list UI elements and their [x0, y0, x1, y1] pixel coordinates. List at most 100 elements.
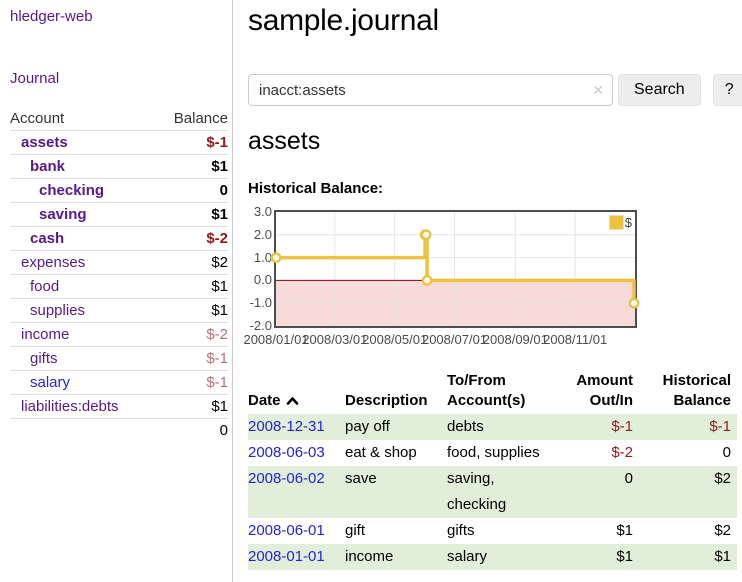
account-link-bank[interactable]: bank — [30, 158, 66, 175]
transaction-amount: $-1 — [551, 414, 641, 440]
transaction-description: save — [345, 466, 447, 518]
account-link-checking[interactable]: checking — [39, 182, 105, 199]
balance-chart: 3.0 2.0 1.0 0.0 -1.0 -2.0 $ 2008/01/01 2008/03… — [243, 204, 668, 350]
register-row: 2008-01-01 income salary $1 $1 — [248, 544, 737, 570]
accounts-col-balance: Balance — [173, 110, 228, 127]
chart-plot-svg — [270, 212, 640, 326]
transaction-accounts: debts — [447, 414, 551, 440]
accounts-total-value: 0 — [219, 422, 228, 439]
transaction-balance: $1 — [641, 544, 737, 570]
transaction-date-link[interactable]: 2008-06-03 — [248, 444, 325, 461]
account-balance: $-2 — [206, 326, 228, 343]
account-link-expenses[interactable]: expenses — [21, 254, 86, 271]
register-row: 2008-06-02 save saving, checking 0 $2 — [248, 466, 737, 518]
x-tick-label: 2008/09/01 — [482, 332, 548, 347]
transaction-accounts: food, supplies — [447, 444, 540, 461]
clear-search-icon[interactable]: ✕ — [592, 82, 604, 98]
account-balance: $-2 — [206, 230, 228, 247]
register-col-accounts: To/From Account(s) — [447, 372, 526, 409]
account-row: bank $1 — [10, 154, 228, 179]
x-tick-label: 2008/11/01 — [543, 332, 608, 347]
y-tick-label: 0.0 — [253, 272, 272, 288]
x-tick-label: 2008/07/01 — [421, 332, 488, 347]
register-col-amount: Amount Out/In — [576, 372, 633, 409]
chart-plot: $ — [270, 210, 640, 328]
accounts-total-row: 0 — [10, 418, 228, 443]
y-tick-label: 1.0 — [253, 249, 272, 265]
chart-legend: $ — [608, 215, 632, 230]
account-link-salary[interactable]: salary — [30, 374, 71, 391]
account-balance: $1 — [211, 206, 228, 223]
transaction-accounts: salary — [447, 544, 551, 570]
account-row: gifts $-1 — [10, 346, 228, 371]
legend-swatch-icon — [608, 215, 624, 230]
account-row: assets $-1 — [10, 130, 228, 155]
register-table: Date Description To/From Account(s) Amou… — [248, 371, 737, 570]
account-balance: 0 — [219, 182, 228, 199]
y-tick-label: -2.0 — [249, 318, 272, 333]
register-header-row: Date Description To/From Account(s) Amou… — [248, 371, 737, 414]
account-link-gifts[interactable]: gifts — [30, 350, 58, 367]
chart-x-axis: 2008/01/01 2008/03/01 2008/05/01 2008/07/01… — [243, 332, 668, 348]
page-title: sample.journal — [248, 4, 439, 37]
register-row: 2008-06-01 gift gifts $1 $2 — [248, 518, 737, 544]
transaction-balance: $2 — [714, 522, 731, 539]
account-row: food $1 — [10, 274, 228, 299]
transaction-date-link[interactable]: 2008-06-02 — [248, 470, 325, 487]
transaction-description: pay off — [345, 414, 447, 440]
account-balance: $1 — [211, 278, 228, 295]
account-balance: $1 — [211, 158, 228, 175]
transaction-date-link[interactable]: 2008-12-31 — [248, 418, 325, 435]
register-row: 2008-06-03 eat & shop food, supplies $-2… — [248, 440, 737, 466]
y-tick-label: 2.0 — [253, 226, 272, 242]
register-col-date[interactable]: Date — [248, 371, 345, 414]
account-link-supplies[interactable]: supplies — [30, 302, 86, 319]
transaction-balance: 0 — [722, 444, 731, 461]
account-balance: $-1 — [206, 134, 228, 151]
legend-label: $ — [624, 215, 632, 230]
account-balance: $1 — [211, 398, 228, 415]
search-form: ✕ Search ? — [248, 74, 742, 106]
transaction-amount: $1 — [616, 522, 633, 539]
help-button[interactable]: ? — [712, 74, 742, 106]
transaction-amount: $-2 — [611, 444, 633, 461]
sort-ascending-icon — [286, 397, 298, 405]
y-tick-label: 3.0 — [253, 204, 272, 219]
y-tick-label: -1.0 — [249, 295, 272, 311]
account-link-assets[interactable]: assets — [21, 134, 68, 151]
register-col-balance: Historical Balance — [662, 372, 731, 409]
x-tick-label: 2008/03/01 — [302, 332, 368, 347]
x-tick-label: 2008/01/01 — [243, 332, 309, 347]
account-row: supplies $1 — [10, 298, 228, 323]
transaction-balance: $-1 — [641, 414, 737, 440]
account-balance: $1 — [211, 302, 228, 319]
main-content: sample.journal ✕ Search ? assets Histori… — [243, 0, 742, 582]
account-link-cash[interactable]: cash — [30, 230, 65, 247]
transaction-amount: $1 — [551, 544, 641, 570]
account-link-food[interactable]: food — [30, 278, 60, 295]
accounts-table: Account Balance assets $-1 bank $1 checkin… — [10, 107, 228, 442]
chart-title: Historical Balance: — [248, 180, 384, 197]
account-row: expenses $2 — [10, 250, 228, 275]
account-link-liabilities-debts[interactable]: liabilities:debts — [21, 398, 119, 415]
account-row: saving $1 — [10, 202, 228, 227]
account-row: cash $-2 — [10, 226, 228, 251]
account-link-saving[interactable]: saving — [39, 206, 87, 223]
search-button[interactable]: Search — [618, 74, 701, 106]
app-title-link[interactable]: hledger-web — [10, 8, 93, 25]
chart-y-axis: 3.0 2.0 1.0 0.0 -1.0 -2.0 — [248, 204, 272, 333]
transaction-description: income — [345, 544, 447, 570]
account-row: income $-2 — [10, 322, 228, 347]
account-link-income[interactable]: income — [21, 326, 70, 343]
account-row: liabilities:debts $1 — [10, 394, 228, 419]
transaction-date-link[interactable]: 2008-06-01 — [248, 522, 325, 539]
accounts-col-account: Account — [10, 110, 65, 127]
register-row: 2008-12-31 pay off debts $-1 $-1 — [248, 414, 737, 440]
sidebar-item-journal[interactable]: Journal — [10, 70, 60, 87]
transaction-date-link[interactable]: 2008-01-01 — [248, 548, 325, 565]
transaction-accounts: saving, checking — [447, 466, 551, 518]
search-input[interactable] — [248, 74, 613, 106]
transaction-balance: $2 — [641, 466, 737, 518]
transaction-amount: 0 — [551, 466, 641, 518]
